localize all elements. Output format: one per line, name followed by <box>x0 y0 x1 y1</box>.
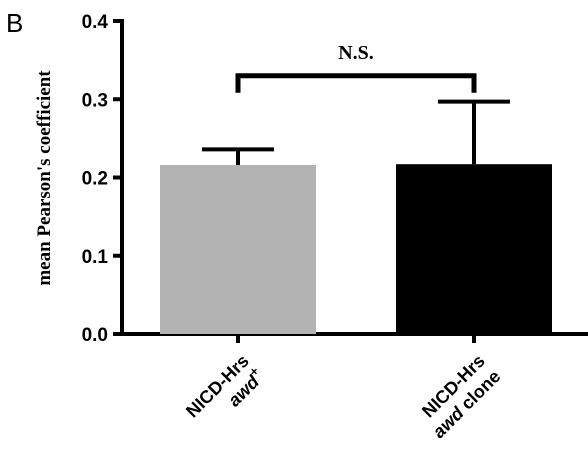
y-tick-label: 0.3 <box>82 90 108 111</box>
x-axis <box>120 332 588 343</box>
significance-label: N.S. <box>338 42 374 64</box>
error-bars <box>202 99 510 165</box>
significance-bracket: N.S. <box>235 42 477 93</box>
y-tick-label: 0.0 <box>82 325 108 346</box>
panel-label: B <box>6 8 23 38</box>
bracket-line <box>235 73 477 93</box>
bar <box>396 164 552 334</box>
y-tick-label: 0.4 <box>82 12 109 33</box>
y-axis: 0.0 0.1 0.2 0.3 0.4 <box>82 12 124 346</box>
y-tick-label: 0.1 <box>82 247 109 268</box>
y-axis-label: mean Pearson's coefficient <box>34 70 55 286</box>
y-tick-label: 0.2 <box>82 169 108 190</box>
bar <box>160 164 316 334</box>
bars <box>160 164 552 334</box>
